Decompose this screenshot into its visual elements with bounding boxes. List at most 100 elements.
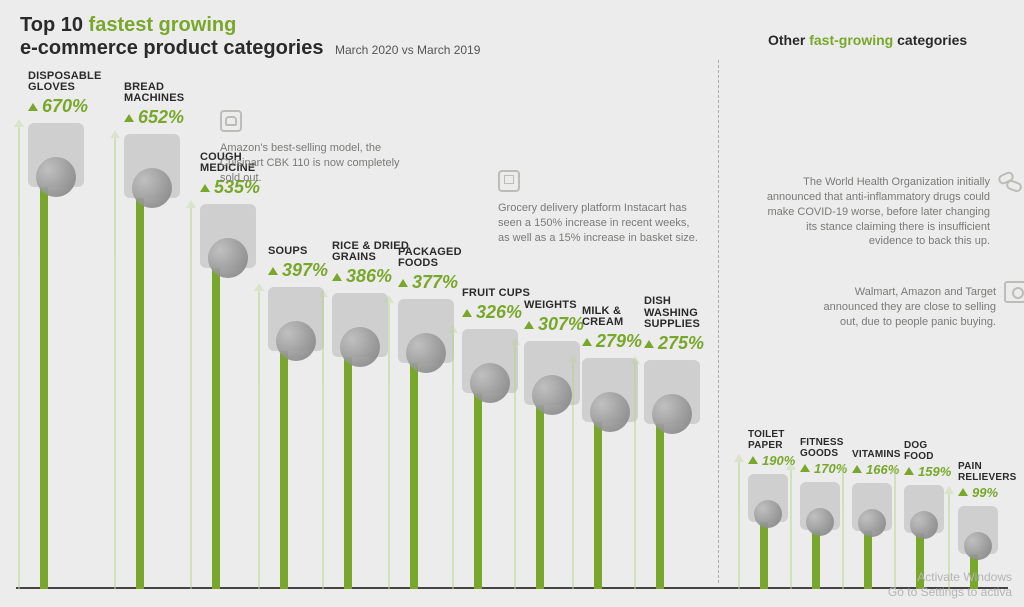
bar-stem [656,424,664,589]
bar-stem [280,351,288,589]
rice-bag-image [332,293,388,357]
bar-label: DISPOSABLE GLOVES [28,71,108,94]
toilet-paper-image [748,474,788,522]
bar-jump-rope: FITNESS GOODS170% [800,438,848,589]
bar-label: DISH WASHING SUPPLIES [644,296,724,331]
advil-image [958,506,998,554]
trend-arrow-icon [572,362,574,589]
bar-value: 159% [904,464,952,479]
title-line2: e-commerce product categories March 2020… [20,37,480,60]
highlight-dot [276,321,316,361]
highlight-dot [652,394,692,434]
highlight-dot [910,511,938,539]
bar-label: FITNESS GOODS [800,438,848,459]
bar-stem [410,363,418,589]
jump-rope-image [800,482,840,530]
title-prefix: Top 10 [20,14,89,36]
bar-stem [136,198,144,589]
bar-label: WEIGHTS [524,300,584,312]
other-prefix: Other [768,32,809,48]
pill-icon [998,171,1020,193]
watermark-line1: Activate Windows [888,570,1012,584]
bar-value: 652% [124,107,204,128]
other-categories-title: Other fast-growing categories [768,32,967,48]
bar-stem [812,530,820,589]
highlight-dot [754,500,782,528]
trend-arrow-icon [18,127,20,589]
trend-arrow-icon [790,470,792,589]
bar-stem [760,522,768,589]
highlight-dot [858,509,886,537]
highlight-dot [806,508,834,536]
title-line1: Top 10 fastest growing [20,14,480,37]
bar-stem [536,405,544,589]
trend-arrow-icon [190,208,192,589]
trend-arrow-icon [258,291,260,589]
bar-label: PAIN RELIEVERS [958,462,1006,483]
bar-dumbbell: WEIGHTS307% [524,300,584,589]
bar-value: 670% [28,96,108,117]
bar-stem [344,357,352,589]
watermark-line2: Go to Settings to activa [888,585,1012,599]
title-block: Top 10 fastest growing e-commerce produc… [20,14,480,60]
callout-tp-text: Walmart, Amazon and Target announced the… [824,286,996,328]
highlight-dot [132,168,172,208]
highlight-dot [406,333,446,373]
phone-icon [498,170,520,192]
highlight-dot [964,532,992,560]
trend-arrow-icon [114,138,116,589]
bread-icon [220,110,242,132]
highlight-dot [590,392,630,432]
bar-glove: DISPOSABLE GLOVES670% [28,71,108,589]
title-highlight: fastest growing [89,14,237,36]
trend-arrow-icon [842,471,844,589]
trend-arrow-icon [514,345,516,589]
trend-arrow-icon [452,333,454,589]
bar-label: BREAD MACHINES [124,82,204,105]
bar-stem [864,531,872,589]
trend-arrow-icon [322,297,324,589]
bar-value: 326% [462,302,530,323]
bar-fruit-cup: FRUIT CUPS326% [462,288,530,589]
bar-label: VITAMINS [852,450,900,461]
bar-dish-soap: DISH WASHING SUPPLIES275% [644,296,724,589]
other-highlight: fast-growing [809,32,893,48]
callout-toilet-paper: Walmart, Amazon and Target announced the… [816,285,996,330]
title-subtitle: March 2020 vs March 2019 [335,43,480,57]
bar-stem [594,422,602,589]
soup-can-image [268,287,324,351]
bar-toilet-paper: TOILET PAPER190% [748,430,796,589]
callout-who: The World Health Organization initially … [760,175,990,249]
dog-food-image [904,485,944,533]
bar-stem [40,187,48,589]
milk-carton-image [582,358,638,422]
toilet-paper-icon [1004,281,1024,303]
other-suffix: categories [893,32,967,48]
callout-bread: Amazon's best-selling model, the Cuisina… [220,110,400,185]
bar-stem [212,268,220,589]
bar-label: SOUPS [268,246,328,258]
bar-bread-machine: BREAD MACHINES652% [124,82,204,589]
highlight-dot [532,375,572,415]
callout-bread-text: Amazon's best-selling model, the Cuisina… [220,142,400,184]
bar-dog-food: DOG FOOD 159% [904,441,952,589]
callout-instacart-text: Grocery delivery platform Instacart has … [498,202,698,244]
trend-arrow-icon [634,364,636,589]
trend-arrow-icon [738,462,740,589]
bar-stem [474,393,482,589]
bar-value: 275% [644,333,724,354]
bar-soup-can: SOUPS 397% [268,246,328,589]
glove-image [28,123,84,187]
bar-value: 397% [268,260,328,281]
highlight-dot [340,327,380,367]
title-main: e-commerce product categories [20,37,323,59]
callout-who-text: The World Health Organization initially … [767,176,990,247]
bar-label: PACKAGED FOODS [398,247,478,270]
noodles-image [398,299,454,363]
highlight-dot [36,157,76,197]
cough-syrup-image [200,204,256,268]
bar-label: DOG FOOD [904,441,952,462]
bar-value: 99% [958,485,1006,500]
trend-arrow-icon [388,303,390,589]
windows-watermark: Activate Windows Go to Settings to activ… [888,570,1012,599]
